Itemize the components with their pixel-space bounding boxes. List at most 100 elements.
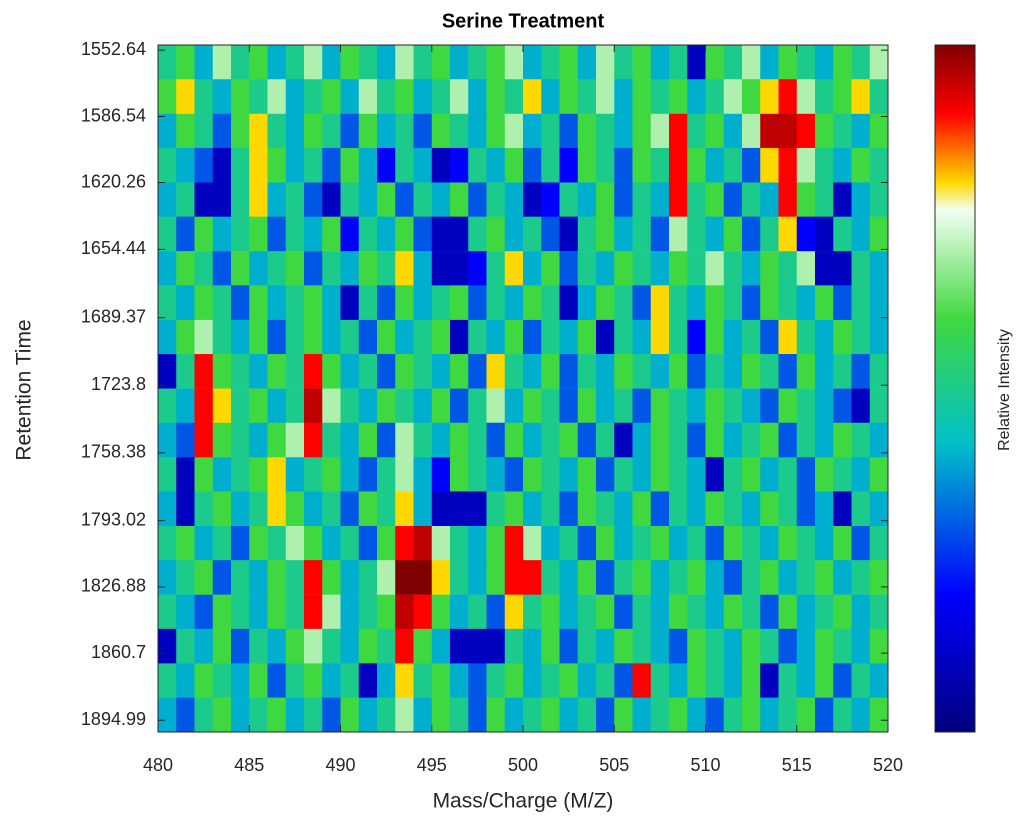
x-tick-label: 520 (873, 755, 903, 775)
heatmap-cell (577, 251, 597, 286)
heatmap-cell (815, 319, 834, 355)
heatmap-cell (212, 285, 232, 321)
heatmap-cell (596, 491, 615, 527)
heatmap-cell (450, 216, 469, 252)
heatmap-cell (833, 422, 852, 458)
heatmap-cell (669, 457, 688, 492)
heatmap-cell (815, 79, 834, 114)
heatmap-cell (212, 251, 232, 286)
heatmap-cell (358, 594, 378, 630)
heatmap-cell (395, 525, 414, 561)
heatmap-cell (541, 285, 560, 321)
heatmap-cell (687, 182, 706, 218)
y-axis-label: Retention Time (13, 319, 36, 460)
heatmap-cell (851, 45, 871, 80)
heatmap-cell (431, 491, 451, 527)
heatmap-cell (468, 251, 487, 286)
heatmap-cell (796, 594, 816, 630)
heatmap-cell (723, 697, 743, 733)
heatmap-cell (468, 594, 487, 630)
heatmap-cell (194, 560, 214, 595)
heatmap-cell (778, 457, 798, 492)
heatmap-cell (413, 628, 433, 664)
heatmap-cell (742, 319, 761, 355)
heatmap-cell (705, 251, 725, 286)
heatmap-cell (541, 422, 560, 458)
heatmap-cell (249, 113, 268, 149)
heatmap-cell (285, 147, 305, 183)
heatmap-cell (249, 697, 268, 733)
heatmap-cell (468, 147, 487, 183)
heatmap-cell (559, 525, 579, 561)
heatmap-cell (523, 182, 542, 218)
heatmap-cell (158, 491, 177, 527)
heatmap-cell (796, 79, 816, 114)
heatmap-cell (742, 525, 761, 561)
heatmap-cell (559, 560, 579, 595)
heatmap-cell (833, 45, 852, 80)
heatmap-cell (632, 422, 652, 458)
heatmap-cell (231, 147, 250, 183)
heatmap-cell (340, 525, 360, 561)
heatmap-cell (632, 354, 652, 389)
heatmap-cell (596, 560, 615, 595)
heatmap-cell (541, 319, 560, 355)
heatmap-cell (468, 354, 487, 389)
heatmap-cell (632, 285, 652, 321)
heatmap-cell (194, 216, 214, 252)
heatmap-cell (650, 388, 670, 424)
heatmap-cell (194, 594, 214, 630)
heatmap-cell (322, 182, 341, 218)
heatmap-cell (760, 45, 779, 80)
heatmap-cell (596, 285, 615, 321)
heatmap-cell (577, 628, 597, 664)
heatmap-cell (322, 251, 341, 286)
heatmap-cell (687, 319, 706, 355)
heatmap-cell (212, 525, 232, 561)
heatmap-cell (760, 422, 779, 458)
heatmap-cell (541, 457, 560, 492)
heatmap-cell (650, 216, 670, 252)
heatmap-cell (267, 628, 287, 664)
heatmap-cell (413, 594, 433, 630)
heatmap-cell (504, 628, 524, 664)
heatmap-cell (377, 79, 396, 114)
heatmap-cell (231, 628, 250, 664)
heatmap-cell (158, 388, 177, 424)
heatmap-cell (559, 663, 579, 698)
heatmap-cell (176, 45, 195, 80)
heatmap-cell (614, 354, 633, 389)
heatmap-cell (304, 354, 323, 389)
heatmap-cell (358, 113, 378, 149)
heatmap-cell (541, 251, 560, 286)
heatmap-cell (431, 354, 451, 389)
chart-title: Serine Treatment (442, 10, 605, 32)
heatmap-cell (212, 457, 232, 492)
heatmap-cell (723, 285, 743, 321)
heatmap-cell (267, 147, 287, 183)
heatmap-cell (523, 663, 542, 698)
heatmap-cell (523, 79, 542, 114)
heatmap-cell (541, 388, 560, 424)
heatmap-cell (596, 319, 615, 355)
heatmap-cell (468, 113, 487, 149)
heatmap-cell (267, 491, 287, 527)
heatmap-cell (285, 113, 305, 149)
heatmap-cell (249, 216, 268, 252)
heatmap-cell (669, 422, 688, 458)
heatmap-cell (723, 113, 743, 149)
heatmap-cell (705, 182, 725, 218)
heatmap-cell (632, 525, 652, 561)
heatmap-cell (249, 594, 268, 630)
heatmap-cell (669, 388, 688, 424)
heatmap-cell (468, 422, 487, 458)
heatmap-cell (158, 525, 177, 561)
heatmap-cell (833, 285, 852, 321)
heatmap-cell (778, 388, 798, 424)
heatmap-cell (596, 628, 615, 664)
heatmap-cell (468, 697, 487, 733)
heatmap-cell (705, 560, 725, 595)
heatmap-cell (596, 79, 615, 114)
heatmap-cell (285, 628, 305, 664)
